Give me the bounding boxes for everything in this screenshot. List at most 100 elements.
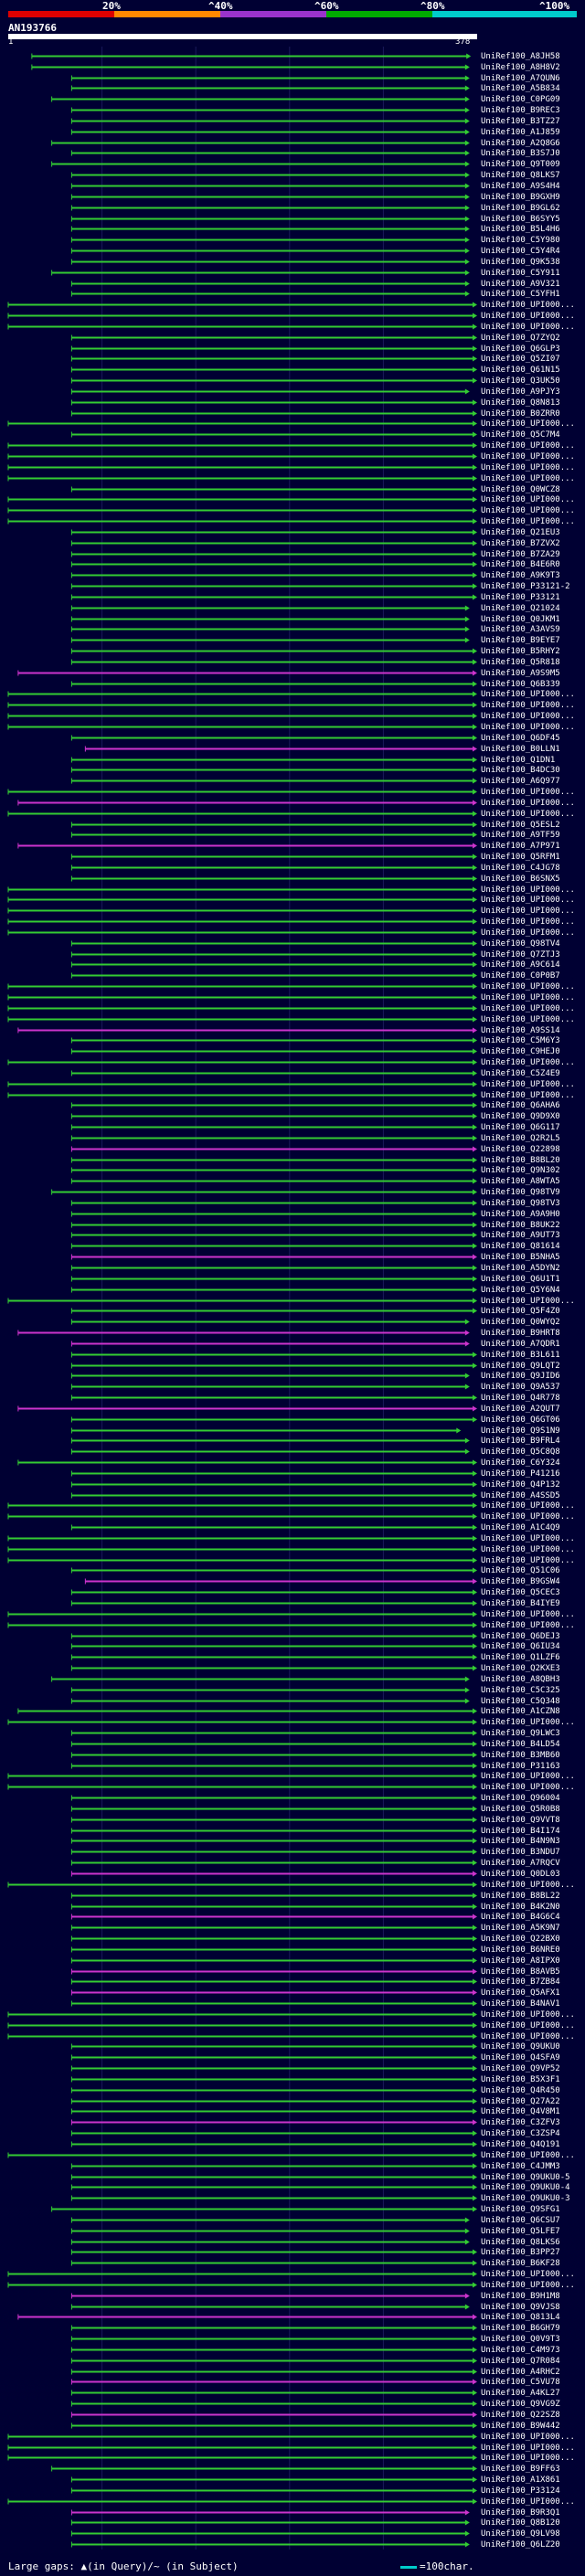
- hit-label-link[interactable]: UniRef100_Q4P132: [481, 1480, 560, 1489]
- hit-label-link[interactable]: UniRef100_B0LLN1: [481, 745, 560, 754]
- hit-label-link[interactable]: UniRef100_Q61N15: [481, 366, 560, 375]
- hit-label-link[interactable]: UniRef100_A9K9T3: [481, 571, 560, 580]
- hit-label-link[interactable]: UniRef100_B9H1M8: [481, 2292, 560, 2301]
- hit-label-link[interactable]: UniRef100_Q813L4: [481, 2313, 560, 2322]
- hit-label-link[interactable]: UniRef100_Q8LKS6: [481, 2238, 560, 2247]
- hit-label-link[interactable]: UniRef100_UPI000...: [481, 1297, 575, 1306]
- hit-label-link[interactable]: UniRef100_Q9S1N9: [481, 1426, 560, 1436]
- hit-label-link[interactable]: UniRef100_A3AVS9: [481, 625, 560, 634]
- hit-label-link[interactable]: UniRef100_Q9T009: [481, 160, 560, 169]
- hit-label-link[interactable]: UniRef100_B5L4H6: [481, 225, 560, 234]
- hit-label-link[interactable]: UniRef100_C4JG78: [481, 864, 560, 873]
- hit-label-link[interactable]: UniRef100_A4SSD5: [481, 1491, 560, 1500]
- hit-label-link[interactable]: UniRef100_UPI000...: [481, 2032, 575, 2041]
- hit-label-link[interactable]: UniRef100_A5DYN2: [481, 1264, 560, 1273]
- hit-label-link[interactable]: UniRef100_B7ZVX2: [481, 539, 560, 548]
- hit-label-link[interactable]: UniRef100_UPI000...: [481, 896, 575, 905]
- hit-label-link[interactable]: UniRef100_Q9UKU0-4: [481, 2183, 570, 2192]
- hit-label-link[interactable]: UniRef100_P41216: [481, 1469, 560, 1479]
- hit-label-link[interactable]: UniRef100_UPI000...: [481, 474, 575, 483]
- hit-label-link[interactable]: UniRef100_A6Q977: [481, 777, 560, 786]
- hit-label-link[interactable]: UniRef100_UPI000...: [481, 495, 575, 504]
- hit-label-link[interactable]: UniRef100_Q6DF45: [481, 734, 560, 743]
- hit-label-link[interactable]: UniRef100_C5Z4E9: [481, 1069, 560, 1078]
- hit-label-link[interactable]: UniRef100_UPI000...: [481, 2270, 575, 2279]
- hit-label-link[interactable]: UniRef100_A9S9M5: [481, 669, 560, 678]
- hit-label-link[interactable]: UniRef100_B4I174: [481, 1827, 560, 1836]
- hit-label-link[interactable]: UniRef100_Q6GT06: [481, 1415, 560, 1425]
- hit-label-link[interactable]: UniRef100_Q5F4Z0: [481, 1307, 560, 1316]
- hit-label-link[interactable]: UniRef100_Q9LQT2: [481, 1362, 560, 1371]
- hit-label-link[interactable]: UniRef100_UPI000...: [481, 506, 575, 515]
- hit-label-link[interactable]: UniRef100_Q7ZTJ3: [481, 950, 560, 959]
- hit-label-link[interactable]: UniRef100_B8UK22: [481, 1221, 560, 1230]
- hit-label-link[interactable]: UniRef100_A7QDR1: [481, 1340, 560, 1349]
- hit-label-link[interactable]: UniRef100_Q9LV98: [481, 2529, 560, 2539]
- hit-label-link[interactable]: UniRef100_Q0V9T3: [481, 2335, 560, 2344]
- hit-label-link[interactable]: UniRef100_A1C4Q9: [481, 1523, 560, 1532]
- hit-label-link[interactable]: UniRef100_Q96004: [481, 1794, 560, 1803]
- hit-label-link[interactable]: UniRef100_A7RQCV: [481, 1859, 560, 1868]
- hit-label-link[interactable]: UniRef100_UPI000...: [481, 810, 575, 819]
- hit-label-link[interactable]: UniRef100_Q5R0B8: [481, 1805, 560, 1814]
- hit-label-link[interactable]: UniRef100_Q4Q191: [481, 2140, 560, 2149]
- hit-label-link[interactable]: UniRef100_Q3UK50: [481, 376, 560, 386]
- hit-label-link[interactable]: UniRef100_B4E6R0: [481, 560, 560, 569]
- hit-label-link[interactable]: UniRef100_UPI000...: [481, 2443, 575, 2453]
- hit-label-link[interactable]: UniRef100_UPI000...: [481, 323, 575, 332]
- hit-label-link[interactable]: UniRef100_UPI000...: [481, 452, 575, 461]
- hit-label-link[interactable]: UniRef100_UPI000...: [481, 1058, 575, 1067]
- hit-label-link[interactable]: UniRef100_UPI000...: [481, 906, 575, 916]
- hit-label-link[interactable]: UniRef100_Q21EU3: [481, 528, 560, 537]
- hit-label-link[interactable]: UniRef100_B7ZB84: [481, 1977, 560, 1987]
- hit-label-link[interactable]: UniRef100_Q6CSU7: [481, 2216, 560, 2225]
- hit-label-link[interactable]: UniRef100_B6KF28: [481, 2259, 560, 2268]
- hit-label-link[interactable]: UniRef100_UPI000...: [481, 1015, 575, 1024]
- hit-label-link[interactable]: UniRef100_B0ZRR0: [481, 409, 560, 419]
- hit-label-link[interactable]: UniRef100_Q6LZ20: [481, 2540, 560, 2549]
- hit-label-link[interactable]: UniRef100_A2QUT7: [481, 1405, 560, 1414]
- hit-label-link[interactable]: UniRef100_C4JMM3: [481, 2162, 560, 2171]
- hit-label-link[interactable]: UniRef100_UPI000...: [481, 1610, 575, 1619]
- hit-label-link[interactable]: UniRef100_B3TZ27: [481, 117, 560, 126]
- hit-label-link[interactable]: UniRef100_Q8N813: [481, 398, 560, 408]
- hit-label-link[interactable]: UniRef100_A9A9H0: [481, 1210, 560, 1219]
- hit-label-link[interactable]: UniRef100_Q9VJS8: [481, 2303, 560, 2312]
- hit-label-link[interactable]: UniRef100_UPI000...: [481, 1718, 575, 1727]
- hit-label-link[interactable]: UniRef100_A7QUN6: [481, 74, 560, 83]
- hit-label-link[interactable]: UniRef100_B4NAV1: [481, 1999, 560, 2009]
- hit-label-link[interactable]: UniRef100_A5K9N7: [481, 1924, 560, 1933]
- hit-label-link[interactable]: UniRef100_Q5Y6N4: [481, 1286, 560, 1295]
- hit-label-link[interactable]: UniRef100_Q7ZYQ2: [481, 334, 560, 343]
- hit-label-link[interactable]: UniRef100_Q9UKU0-3: [481, 2194, 570, 2203]
- hit-label-link[interactable]: UniRef100_Q5CEC3: [481, 1588, 560, 1597]
- hit-label-link[interactable]: UniRef100_B7ZA29: [481, 550, 560, 559]
- hit-label-link[interactable]: UniRef100_A8JH58: [481, 52, 560, 61]
- hit-label-link[interactable]: UniRef100_B8BL20: [481, 1156, 560, 1165]
- hit-label-link[interactable]: UniRef100_UPI000...: [481, 982, 575, 991]
- hit-label-link[interactable]: UniRef100_Q5RFM1: [481, 853, 560, 862]
- hit-label-link[interactable]: UniRef100_UPI000...: [481, 1512, 575, 1521]
- hit-label-link[interactable]: UniRef100_B6GH79: [481, 2324, 560, 2333]
- hit-label-link[interactable]: UniRef100_B5X3F1: [481, 2075, 560, 2084]
- hit-label-link[interactable]: UniRef100_Q0DL03: [481, 1870, 560, 1879]
- hit-label-link[interactable]: UniRef100_A7P971: [481, 842, 560, 851]
- hit-label-link[interactable]: UniRef100_C5Y911: [481, 269, 560, 278]
- hit-label-link[interactable]: UniRef100_P31163: [481, 1762, 560, 1771]
- hit-label-link[interactable]: UniRef100_Q6B339: [481, 680, 560, 689]
- hit-label-link[interactable]: UniRef100_B4LD54: [481, 1740, 560, 1749]
- hit-label-link[interactable]: UniRef100_Q6IU34: [481, 1642, 560, 1651]
- hit-label-link[interactable]: UniRef100_B3PP27: [481, 2248, 560, 2257]
- hit-label-link[interactable]: UniRef100_Q5C7M4: [481, 430, 560, 440]
- hit-label-link[interactable]: UniRef100_UPI000...: [481, 2497, 575, 2507]
- hit-label-link[interactable]: UniRef100_Q9VP52: [481, 2064, 560, 2073]
- hit-label-link[interactable]: UniRef100_Q2R2L5: [481, 1134, 560, 1143]
- hit-label-link[interactable]: UniRef100_P33124: [481, 2486, 560, 2496]
- hit-label-link[interactable]: UniRef100_UPI000...: [481, 993, 575, 1002]
- hit-label-link[interactable]: UniRef100_Q9LWC3: [481, 1729, 560, 1738]
- hit-label-link[interactable]: UniRef100_B4N9N3: [481, 1837, 560, 1846]
- hit-label-link[interactable]: UniRef100_B6SYY5: [481, 215, 560, 224]
- hit-label-link[interactable]: UniRef100_UPI000...: [481, 928, 575, 938]
- hit-label-link[interactable]: UniRef100_B4G6C4: [481, 1913, 560, 1922]
- hit-label-link[interactable]: UniRef100_A2Q8G6: [481, 139, 560, 148]
